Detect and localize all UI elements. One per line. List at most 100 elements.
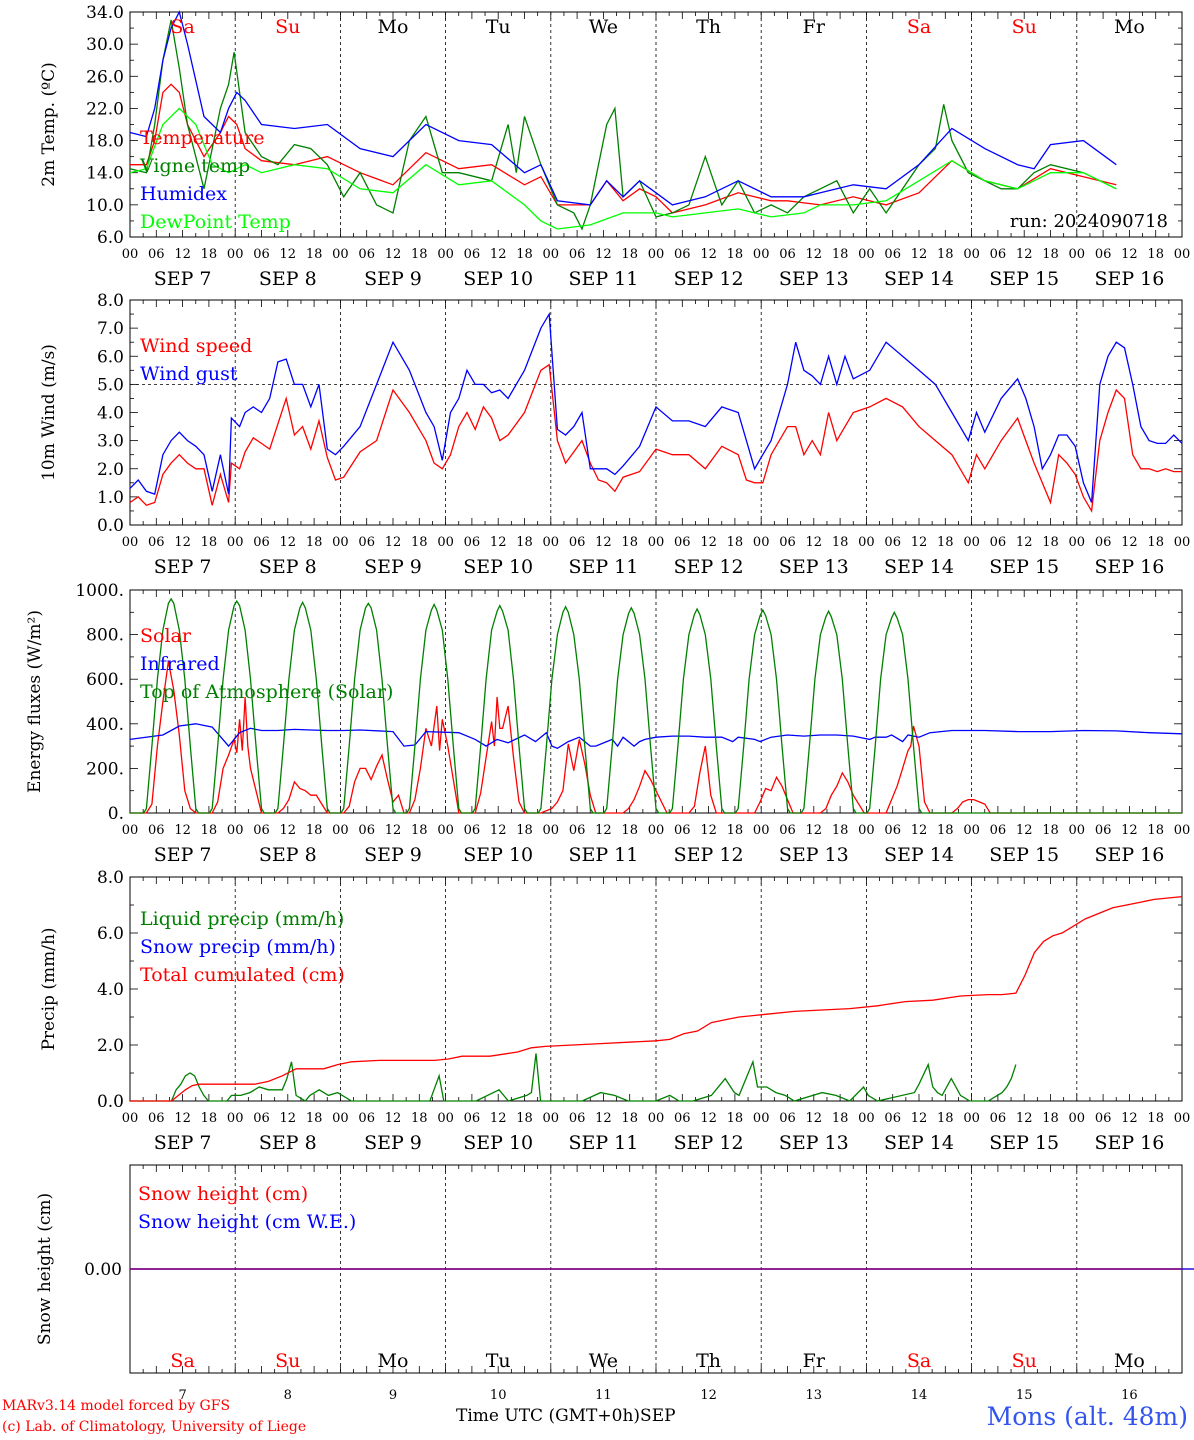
y-tick-label: 200. bbox=[86, 759, 124, 779]
hour-tick-label: 18 bbox=[306, 535, 323, 550]
y-tick-label: 400. bbox=[86, 715, 124, 735]
day-label: SEP 15 bbox=[989, 1132, 1059, 1154]
hour-tick-label: 12 bbox=[1121, 1111, 1138, 1126]
hour-tick-label: 18 bbox=[621, 1111, 638, 1126]
weekday-label: Su bbox=[275, 16, 300, 38]
hour-tick-label: 18 bbox=[411, 1111, 428, 1126]
hour-tick-label: 06 bbox=[674, 823, 691, 838]
panel-4: 0.0 2.0 4.0 6.0 8.0 Precip (mm/h) Liquid preci… bbox=[39, 868, 1190, 1154]
copyright-credit: (c) Lab. of Climatology, University of L… bbox=[2, 1419, 307, 1435]
model-credit: MARv3.14 model forced by GFS bbox=[2, 1398, 231, 1414]
hour-tick-label: 00 bbox=[753, 1111, 770, 1126]
day-label: SEP 7 bbox=[154, 844, 212, 866]
day-label: SEP 11 bbox=[568, 844, 638, 866]
y-tick-label: 6.0 bbox=[97, 347, 124, 367]
day-label: SEP 11 bbox=[568, 556, 638, 578]
hour-tick-label: 06 bbox=[1095, 823, 1112, 838]
hour-tick-label: 18 bbox=[201, 535, 218, 550]
hour-tick-label: 06 bbox=[464, 247, 481, 262]
legend-entry: Infrared bbox=[140, 653, 220, 675]
hour-tick-label: 00 bbox=[1069, 823, 1086, 838]
y-tick-label: 6.0 bbox=[97, 924, 124, 944]
day-label: SEP 15 bbox=[989, 556, 1059, 578]
hour-tick-label: 12 bbox=[1016, 1111, 1033, 1126]
station-name: Mons (alt. 48m) bbox=[986, 1402, 1188, 1431]
y-tick-label: 2.0 bbox=[97, 1036, 124, 1056]
hour-tick-label: 00 bbox=[122, 247, 139, 262]
day-label: SEP 13 bbox=[779, 1132, 849, 1154]
hour-tick-label: 18 bbox=[306, 1111, 323, 1126]
hour-tick-label: 18 bbox=[1147, 1111, 1164, 1126]
x-axis-month: SEP bbox=[640, 1406, 676, 1426]
hour-tick-label: 12 bbox=[174, 1111, 191, 1126]
hour-tick-label: 06 bbox=[148, 535, 165, 550]
hour-tick-label: 18 bbox=[832, 535, 849, 550]
hour-tick-label: 06 bbox=[779, 1111, 796, 1126]
hour-tick-label: 18 bbox=[201, 823, 218, 838]
y-tick-label: 0. bbox=[108, 804, 124, 824]
weekday-label: Sa bbox=[907, 1350, 931, 1372]
y-tick-label: 34.0 bbox=[86, 3, 124, 23]
series-line bbox=[129, 10, 1117, 206]
hour-tick-label: 00 bbox=[1174, 823, 1191, 838]
hour-tick-label: 12 bbox=[1121, 247, 1138, 262]
series-line bbox=[130, 83, 1117, 214]
hour-tick-label: 12 bbox=[806, 823, 823, 838]
y-tick-label: 8.0 bbox=[97, 868, 124, 888]
hour-tick-label: 06 bbox=[569, 1111, 586, 1126]
weekday-label: Mo bbox=[1114, 16, 1145, 38]
legend-entry: DewPoint Temp bbox=[140, 211, 291, 233]
weekday-label: Tu bbox=[486, 16, 511, 38]
day-number-label: 12 bbox=[700, 1388, 717, 1403]
weekday-label: Su bbox=[275, 1350, 300, 1372]
hour-tick-label: 18 bbox=[727, 1111, 744, 1126]
hour-tick-label: 06 bbox=[990, 535, 1007, 550]
hour-tick-label: 06 bbox=[253, 535, 270, 550]
day-label: SEP 16 bbox=[1094, 1132, 1164, 1154]
run-annotation: run: 2024090718 bbox=[1010, 211, 1168, 232]
legend-entry: Solar bbox=[140, 625, 192, 647]
weekday-label: Mo bbox=[1114, 1350, 1145, 1372]
hour-tick-label: 12 bbox=[490, 247, 507, 262]
hour-tick-label: 06 bbox=[779, 535, 796, 550]
hour-tick-label: 12 bbox=[806, 1111, 823, 1126]
y-tick-label: 0.0 bbox=[97, 516, 124, 536]
weekday-label: We bbox=[589, 1350, 618, 1372]
y-tick-label: 7.0 bbox=[97, 319, 124, 339]
y-tick-label: 2.0 bbox=[97, 460, 124, 480]
hour-tick-label: 00 bbox=[858, 823, 875, 838]
weekday-label: We bbox=[589, 16, 618, 38]
y-tick-label: 14.0 bbox=[86, 164, 124, 184]
day-label: SEP 7 bbox=[154, 268, 212, 290]
hour-tick-label: 06 bbox=[569, 823, 586, 838]
x-axis-label: Time UTC (GMT+0h)SEP bbox=[456, 1406, 676, 1426]
hour-tick-label: 18 bbox=[411, 535, 428, 550]
day-number-label: 11 bbox=[595, 1388, 612, 1403]
hour-tick-label: 06 bbox=[674, 247, 691, 262]
day-label: SEP 12 bbox=[674, 1132, 744, 1154]
day-label: SEP 9 bbox=[364, 1132, 422, 1154]
hour-tick-label: 00 bbox=[963, 823, 980, 838]
hour-tick-label: 00 bbox=[753, 823, 770, 838]
hour-tick-label: 06 bbox=[569, 247, 586, 262]
hour-tick-label: 12 bbox=[385, 247, 402, 262]
plot-frame bbox=[129, 11, 1183, 238]
day-label: SEP 9 bbox=[364, 556, 422, 578]
hour-tick-label: 00 bbox=[858, 247, 875, 262]
hour-tick-label: 18 bbox=[937, 823, 954, 838]
weekday-label: Su bbox=[1012, 1350, 1037, 1372]
hour-tick-label: 00 bbox=[437, 823, 454, 838]
hour-tick-label: 00 bbox=[543, 247, 560, 262]
hour-tick-label: 18 bbox=[411, 247, 428, 262]
day-label: SEP 11 bbox=[568, 1132, 638, 1154]
y-tick-label: 600. bbox=[86, 670, 124, 690]
hour-tick-label: 06 bbox=[464, 823, 481, 838]
hour-tick-label: 06 bbox=[990, 247, 1007, 262]
hour-tick-label: 12 bbox=[1121, 535, 1138, 550]
series-line bbox=[130, 597, 1182, 814]
hour-tick-label: 00 bbox=[227, 823, 244, 838]
hour-tick-label: 12 bbox=[911, 823, 928, 838]
hour-tick-label: 06 bbox=[253, 247, 270, 262]
y-tick-label: 18.0 bbox=[86, 132, 124, 152]
hour-tick-label: 18 bbox=[832, 1111, 849, 1126]
